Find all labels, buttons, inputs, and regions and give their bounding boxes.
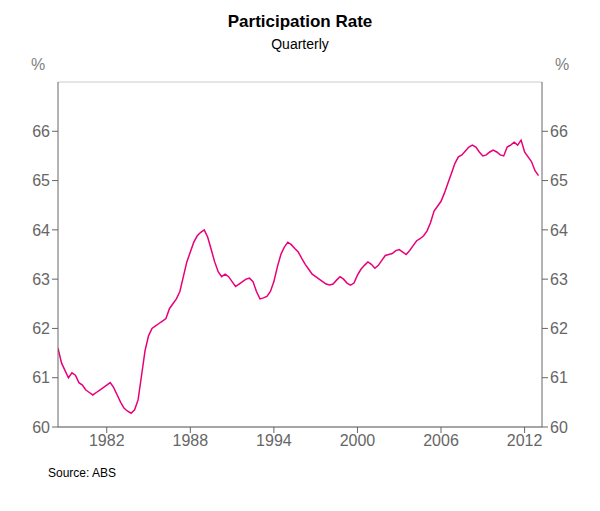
svg-text:65: 65 <box>32 172 50 189</box>
svg-text:63: 63 <box>550 271 568 288</box>
svg-text:60: 60 <box>32 419 50 436</box>
svg-text:%: % <box>555 56 569 73</box>
svg-text:%: % <box>31 56 45 73</box>
html-text:Source: ABS: Source: ABS <box>48 466 116 480</box>
svg-text:1988: 1988 <box>173 432 209 449</box>
svg-text:2012: 2012 <box>507 432 543 449</box>
svg-text:2006: 2006 <box>423 432 459 449</box>
svg-text:66: 66 <box>32 123 50 140</box>
svg-text:64: 64 <box>550 222 568 239</box>
svg-text:1982: 1982 <box>89 432 125 449</box>
html-text:Participation Rate: Participation Rate <box>227 12 373 31</box>
svg-text:62: 62 <box>550 320 568 337</box>
svg-text:61: 61 <box>550 369 568 386</box>
svg-text:61: 61 <box>32 369 50 386</box>
svg-text:66: 66 <box>550 123 568 140</box>
svg-text:1994: 1994 <box>256 432 292 449</box>
svg-text:63: 63 <box>32 271 50 288</box>
svg-text:64: 64 <box>32 222 50 239</box>
svg-text:60: 60 <box>550 419 568 436</box>
html-text:Quarterly: Quarterly <box>271 36 329 52</box>
svg-text:2000: 2000 <box>340 432 376 449</box>
svg-text:62: 62 <box>32 320 50 337</box>
svg-text:65: 65 <box>550 172 568 189</box>
